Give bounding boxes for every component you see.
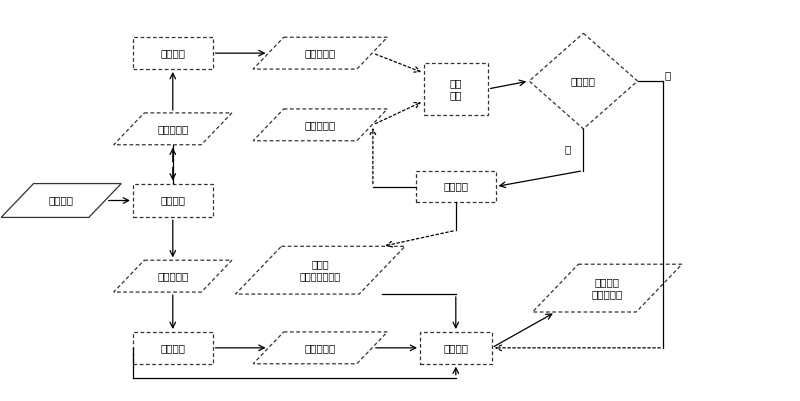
Text: 特征提取: 特征提取 (160, 343, 186, 353)
Bar (133, 184, 213, 217)
Text: 标定特征点: 标定特征点 (305, 120, 336, 130)
Text: 是: 是 (564, 144, 570, 154)
Text: 视觉图像: 视觉图像 (49, 196, 74, 205)
Text: 特征提取: 特征提取 (160, 48, 186, 58)
Text: 视觉目标
位置、尺度: 视觉目标 位置、尺度 (592, 277, 623, 299)
Text: 视觉计算: 视觉计算 (443, 343, 468, 353)
Text: 摄像机
内参数、外参数: 摄像机 内参数、外参数 (300, 259, 341, 281)
Bar (133, 37, 213, 69)
Text: 场景重建区: 场景重建区 (157, 271, 189, 281)
Text: 否: 否 (665, 70, 671, 80)
Text: 误差
计算: 误差 计算 (450, 78, 462, 100)
Text: 实时特征点: 实时特征点 (305, 48, 336, 58)
Text: 大于阈值: 大于阈值 (571, 76, 596, 86)
Bar (416, 171, 496, 203)
Bar (133, 332, 213, 364)
Text: 图像分割: 图像分割 (160, 196, 186, 205)
Text: 监测标定区: 监测标定区 (157, 124, 189, 134)
Bar (424, 63, 488, 115)
Text: 在线标定: 在线标定 (443, 182, 468, 192)
Text: 场景特征点: 场景特征点 (305, 343, 336, 353)
Bar (420, 332, 492, 364)
